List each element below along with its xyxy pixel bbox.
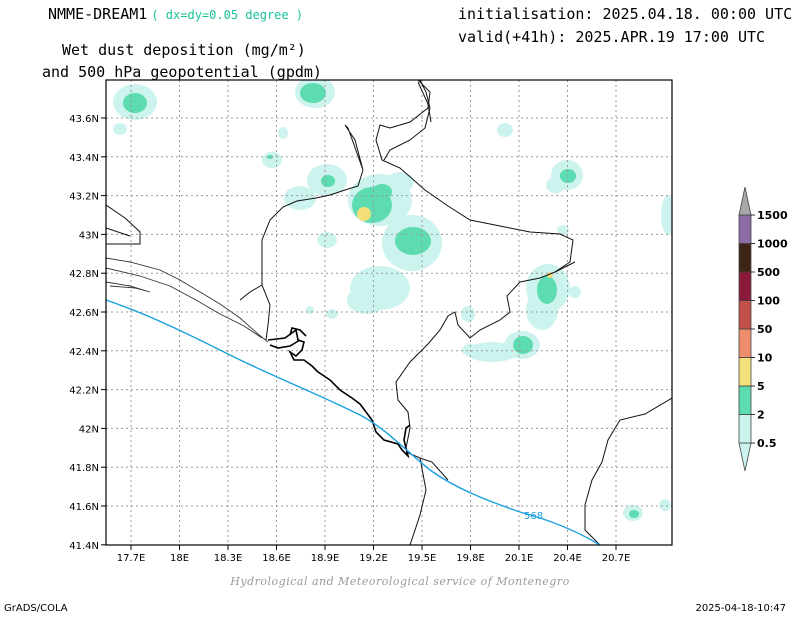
colorbar-box: [738, 271, 752, 301]
model-resolution: ( dx=dy=0.05 degree ): [151, 8, 304, 22]
colorbar-box: [738, 414, 752, 444]
lon-label: 18.3E: [214, 553, 243, 564]
colorbar-high-triangle: [738, 186, 752, 216]
lat-label: 42.2N: [69, 386, 99, 397]
model-name: NMME-DREAM1: [48, 5, 148, 23]
colorbar-level-label: 500: [757, 266, 780, 279]
adriatic-outline: [106, 257, 269, 343]
colorbar-level-label: 5: [757, 380, 765, 393]
colorbar-level-label: 1000: [757, 238, 788, 251]
software-label: GrADS/COLA: [4, 603, 68, 614]
colorbar-box: [738, 385, 752, 415]
model-title: NMME-DREAM1( dx=dy=0.05 degree ): [48, 5, 303, 23]
lat-axis-labels: 43.6N 43.4N 43.2N 43N 42.8N 42.6N 42.4N 42.2N 42…: [69, 114, 106, 552]
colorbar-box: [738, 243, 752, 273]
lon-label: 18E: [170, 553, 189, 564]
lat-label: 41.6N: [69, 502, 99, 513]
credit-line: Hydrological and Meteorological service …: [230, 575, 570, 588]
lat-label: 42.6N: [69, 308, 99, 319]
colorbar-level-label: 0.5: [757, 437, 777, 450]
lon-label: 20.4E: [553, 553, 582, 564]
coastline: [267, 327, 411, 459]
colorbar-boxes: [738, 186, 752, 472]
valid-time: valid(+41h): 2025.APR.19 17:00 UTC: [458, 28, 766, 46]
colorbar-labels: 0.5 2 5 10 50 100 500 1000 1500: [751, 209, 788, 450]
timestamp-label: 2025-04-18-10:47: [695, 603, 786, 614]
colorbar-box: [738, 357, 752, 387]
colorbar-level-label: 2: [757, 409, 765, 422]
lat-label: 42N: [79, 424, 99, 435]
borders: [106, 80, 672, 545]
field-title-line2: and 500 hPa geopotential (gpdm): [42, 63, 322, 81]
dust-level-0.5: [113, 80, 672, 521]
colorbar-box: [738, 328, 752, 358]
colorbar-box: [738, 300, 752, 330]
lon-label: 19.8E: [456, 553, 485, 564]
country-borders: [106, 80, 672, 545]
lat-label: 43N: [79, 230, 99, 241]
lon-label: 19.5E: [408, 553, 437, 564]
init-time: initialisation: 2025.04.18. 00:00 UTC: [458, 5, 793, 23]
colorbar-box: [738, 214, 752, 244]
lat-label: 43.6N: [69, 114, 99, 125]
colorbar-level-label: 10: [757, 352, 773, 365]
lat-label: 43.4N: [69, 153, 99, 164]
lon-label: 17.7E: [117, 553, 146, 564]
lat-label: 41.8N: [69, 463, 99, 474]
colorbar-level-label: 100: [757, 295, 780, 308]
geopotential-contour: [106, 299, 601, 545]
graticule: [106, 80, 672, 545]
dust-shading: [113, 80, 672, 521]
contour-label: 568: [524, 511, 543, 522]
lat-label: 42.8N: [69, 269, 99, 280]
lon-label: 18.9E: [311, 553, 340, 564]
lon-axis-labels: 17.7E 18E 18.3E 18.6E 18.9E 19.2E 19.5E 19.8E 20…: [117, 545, 631, 564]
lon-label: 19.2E: [359, 553, 388, 564]
field-title-line1: Wet dust deposition (mg/m²): [62, 41, 306, 59]
colorbar-level-label: 50: [757, 323, 773, 336]
colorbar-level-label: 1500: [757, 209, 788, 222]
colorbar: 0.5 2 5 10 50 100 500 1000 1500: [738, 186, 788, 472]
lat-label: 43.2N: [69, 192, 99, 203]
lon-label: 20.1E: [505, 553, 534, 564]
lon-label: 18.6E: [262, 553, 291, 564]
lat-label: 41.4N: [69, 541, 99, 552]
map-panel: 568 17.7E 18E 18.3E 18.6E 18.9E 19.2E 19.5E 19.…: [69, 79, 673, 564]
lon-label: 20.7E: [602, 553, 631, 564]
lat-label: 42.4N: [69, 347, 99, 358]
contour-568-line: [106, 299, 601, 545]
colorbar-low-triangle: [738, 442, 752, 472]
